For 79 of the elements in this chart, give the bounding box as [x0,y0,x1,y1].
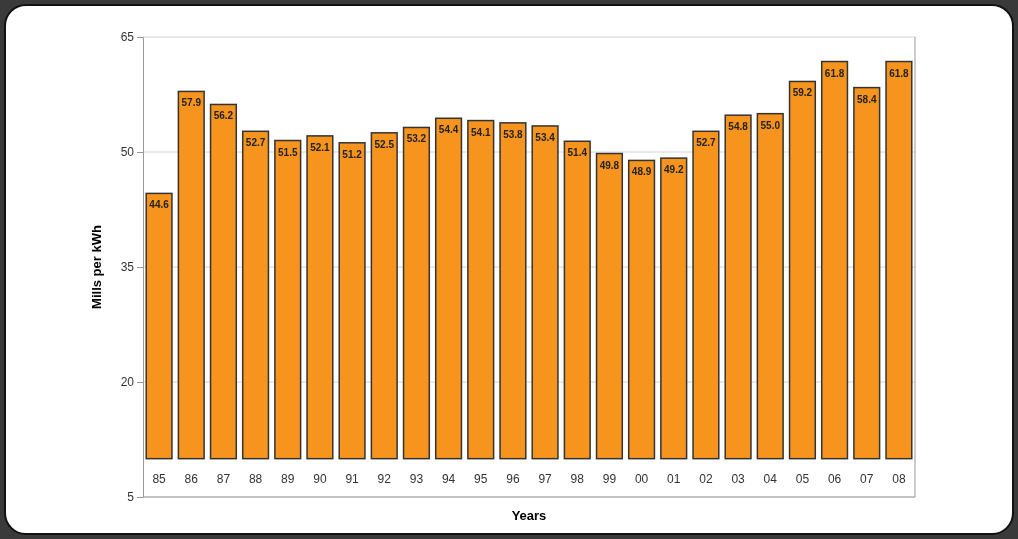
bar [274,139,302,460]
y-tick-label: 65 [120,30,135,45]
data-label: 51.5 [278,146,298,158]
data-label: 51.4 [567,147,588,159]
bar [370,132,398,460]
bar [306,135,334,460]
bar [531,125,559,460]
bar [853,86,881,460]
bar [434,117,463,460]
bar [402,126,431,460]
bar [756,112,784,460]
x-tick-label: 88 [248,471,263,486]
bar [145,192,173,460]
x-tick-label: 96 [506,471,520,486]
x-tick-label: 97 [538,471,553,486]
x-tick-label: 86 [184,471,199,486]
x-tick-label: 91 [345,471,360,486]
x-tick-label: 99 [602,471,617,486]
x-tick-label: 93 [409,471,424,486]
bar [885,60,913,460]
data-label: 49.2 [664,164,684,176]
bar [563,140,591,460]
x-tick-label: 07 [860,471,874,486]
x-tick-label: 01 [667,471,681,486]
data-label: 52.7 [245,137,266,149]
data-label: 52.1 [310,141,331,153]
x-tick-label: 95 [474,471,488,486]
x-tick-label: 05 [795,471,810,486]
y-tick-label: 50 [120,145,135,160]
x-tick-label: 94 [441,471,456,486]
data-label: 44.6 [149,199,170,211]
data-label: 58.4 [857,93,877,105]
data-label: 59.2 [792,87,813,99]
data-label: 53.2 [406,133,427,145]
x-tick-label: 00 [634,471,649,486]
y-tick-label: 20 [120,375,135,390]
x-axis-title: Years [511,508,547,523]
bar [692,130,720,460]
bar [209,103,238,460]
data-label: 49.8 [599,159,620,171]
x-tick-label: 87 [216,471,231,486]
y-tick-label: 5 [127,490,135,505]
y-axis-title: Mills per kWh [89,225,104,309]
x-tick-label: 85 [152,471,167,486]
bar [241,130,270,460]
data-label: 54.1 [471,126,491,138]
data-label: 52.7 [696,137,717,149]
bar [338,142,366,460]
data-label: 61.8 [824,67,845,79]
x-tick-label: 90 [313,471,327,486]
x-tick-label: 92 [377,471,392,486]
x-tick-label: 06 [827,471,842,486]
bar [595,152,624,460]
x-tick-label: 89 [281,471,295,486]
bar [627,159,656,460]
data-label: 48.9 [631,166,652,178]
x-tick-label: 03 [731,471,746,486]
data-label: 53.8 [503,128,524,140]
data-label: 54.4 [438,124,459,136]
data-label: 51.2 [342,148,363,160]
x-tick-label: 08 [892,471,906,486]
bar [660,157,688,460]
bar [820,60,849,460]
data-label: 54.8 [728,121,749,133]
data-label: 57.9 [181,97,202,109]
data-label: 55.0 [760,119,781,131]
bar [467,119,495,460]
data-label: 53.4 [535,131,556,143]
x-tick-label: 04 [763,471,778,486]
x-tick-label: 98 [570,471,585,486]
data-label: 61.8 [889,67,910,79]
bar [499,122,527,460]
data-label: 56.2 [213,110,234,122]
x-tick-label: 02 [699,471,713,486]
bar [788,80,817,460]
bar [177,90,205,460]
bar [724,114,752,460]
data-label: 52.5 [374,138,395,150]
y-tick-label: 35 [120,260,135,275]
